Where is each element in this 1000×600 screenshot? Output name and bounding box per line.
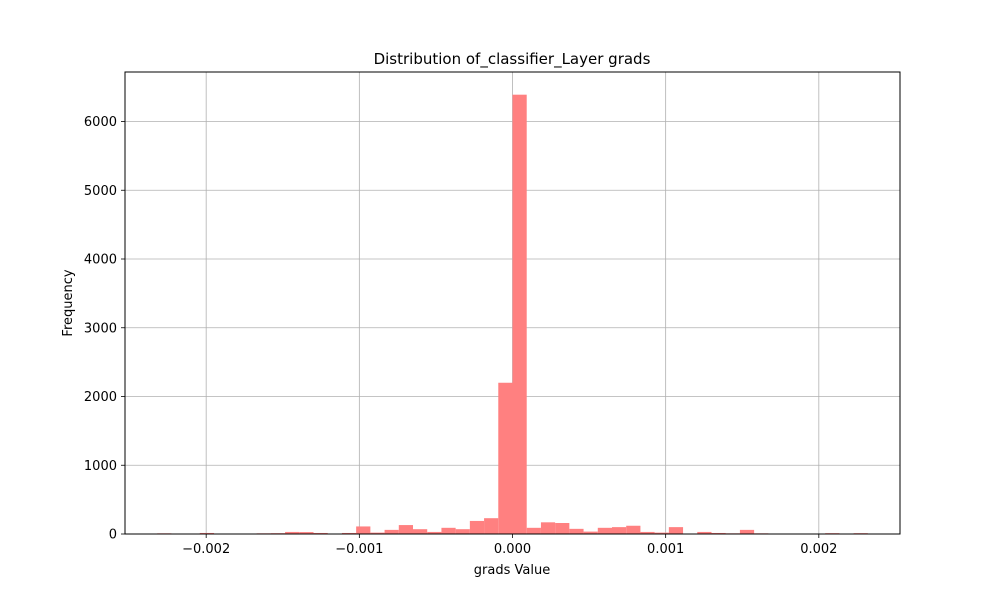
histogram-bar <box>739 529 755 534</box>
y-axis-label: Frequency <box>61 269 76 336</box>
histogram-bar <box>498 382 513 534</box>
histogram-bar <box>313 532 328 534</box>
y-axis-ticks: 0 1000 2000 3000 4000 5000 6000 <box>84 115 125 543</box>
histogram-bar <box>441 527 456 534</box>
histogram-bar <box>611 527 627 534</box>
y-tick-label: 2000 <box>84 390 117 405</box>
y-tick-label: 6000 <box>84 115 117 130</box>
x-tick-label: 0.001 <box>647 542 684 557</box>
histogram-bar <box>512 94 527 534</box>
y-tick-label: 5000 <box>84 184 117 199</box>
histogram-bar <box>299 532 314 534</box>
histogram-bars <box>157 94 868 534</box>
histogram-bar <box>413 529 428 534</box>
histogram-bar <box>356 526 371 534</box>
chart-title: Distribution of_classifier_Layer grads <box>374 50 651 69</box>
histogram-bar <box>455 529 470 534</box>
y-tick-label: 4000 <box>84 253 117 268</box>
histogram-bar <box>640 531 655 534</box>
histogram-bar <box>540 522 556 534</box>
histogram-bar <box>626 525 641 534</box>
histogram-bar <box>484 518 499 534</box>
histogram-bar <box>341 532 357 534</box>
x-axis-ticks: −0.002 −0.001 0.000 0.001 0.002 <box>182 534 837 557</box>
histogram-bar <box>583 531 598 534</box>
histogram-bar <box>398 525 414 534</box>
histogram-bar <box>555 523 570 534</box>
histogram-bar <box>370 532 385 534</box>
histogram-bar <box>469 520 485 534</box>
y-tick-label: 0 <box>109 528 117 543</box>
histogram-bar <box>199 532 215 534</box>
histogram-bar <box>668 527 684 534</box>
histogram-bar <box>654 532 669 534</box>
x-tick-label: −0.002 <box>182 542 230 557</box>
histogram-bar <box>285 531 300 534</box>
histogram-bar <box>526 527 541 534</box>
x-tick-label: 0.000 <box>494 542 531 557</box>
x-tick-label: −0.001 <box>335 542 383 557</box>
histogram-bar <box>597 527 612 534</box>
histogram-bar <box>697 531 712 534</box>
histogram-bar <box>569 528 584 534</box>
x-tick-label: 0.002 <box>800 542 837 557</box>
histogram-bar <box>427 531 442 534</box>
y-tick-label: 3000 <box>84 321 117 336</box>
y-tick-label: 1000 <box>84 459 117 474</box>
histogram-bar <box>711 532 726 534</box>
x-axis-label: grads Value <box>474 563 550 578</box>
histogram-bar <box>384 529 399 534</box>
